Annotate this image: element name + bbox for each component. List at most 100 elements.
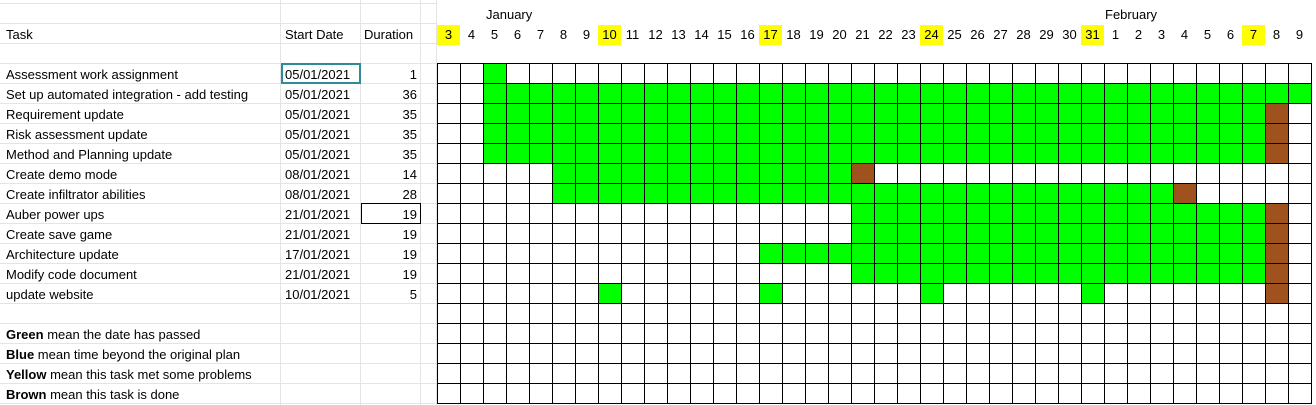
gantt-bar-green[interactable] bbox=[1082, 144, 1104, 163]
gantt-cell[interactable] bbox=[575, 223, 599, 244]
gantt-cell[interactable] bbox=[437, 363, 461, 384]
gantt-cell[interactable] bbox=[575, 343, 599, 364]
gantt-bar-green[interactable] bbox=[1128, 244, 1150, 263]
gantt-cell[interactable] bbox=[759, 363, 783, 384]
gantt-cell[interactable] bbox=[1265, 163, 1289, 184]
gantt-bar-green[interactable] bbox=[852, 84, 874, 103]
gantt-cell[interactable] bbox=[529, 363, 553, 384]
gantt-bar-green[interactable] bbox=[1174, 144, 1196, 163]
gantt-cell[interactable] bbox=[989, 163, 1013, 184]
gantt-bar-green[interactable] bbox=[576, 124, 598, 143]
gantt-bar-green[interactable] bbox=[576, 184, 598, 203]
day-header[interactable]: 19 bbox=[809, 27, 824, 42]
gantt-bar-green[interactable] bbox=[760, 164, 782, 183]
gantt-bar-green[interactable] bbox=[967, 204, 989, 223]
gantt-cell[interactable] bbox=[598, 63, 622, 84]
gantt-cell[interactable] bbox=[437, 163, 461, 184]
gantt-cell[interactable] bbox=[1058, 343, 1082, 364]
gantt-cell[interactable] bbox=[644, 203, 668, 224]
gantt-cell[interactable] bbox=[529, 343, 553, 364]
gantt-cell[interactable] bbox=[713, 383, 737, 404]
gantt-bar-green[interactable] bbox=[1197, 264, 1219, 283]
gantt-cell[interactable] bbox=[1173, 383, 1197, 404]
gantt-cell[interactable] bbox=[529, 63, 553, 84]
gantt-bar-green[interactable] bbox=[967, 244, 989, 263]
gantt-cell[interactable] bbox=[736, 203, 760, 224]
gantt-cell[interactable] bbox=[943, 383, 967, 404]
gantt-cell[interactable] bbox=[529, 383, 553, 404]
task-start-date[interactable]: 05/01/2021 bbox=[285, 87, 351, 102]
gantt-cell[interactable] bbox=[1219, 343, 1243, 364]
gantt-cell[interactable] bbox=[805, 263, 829, 284]
day-header[interactable]: 2 bbox=[1134, 27, 1143, 42]
gantt-cell[interactable] bbox=[690, 263, 714, 284]
gantt-bar-green[interactable] bbox=[714, 164, 736, 183]
gantt-cell[interactable] bbox=[1058, 303, 1082, 324]
day-header[interactable]: 14 bbox=[694, 27, 709, 42]
gantt-bar-green[interactable] bbox=[553, 184, 575, 203]
gantt-bar-green[interactable] bbox=[829, 164, 851, 183]
gantt-bar-green[interactable] bbox=[1059, 104, 1081, 123]
gantt-bar-green[interactable] bbox=[1013, 204, 1035, 223]
gantt-cell[interactable] bbox=[736, 343, 760, 364]
gantt-cell[interactable] bbox=[1242, 343, 1266, 364]
gantt-cell[interactable] bbox=[1058, 163, 1082, 184]
gantt-bar-green[interactable] bbox=[1151, 124, 1173, 143]
gantt-cell[interactable] bbox=[575, 323, 599, 344]
gantt-bar-green[interactable] bbox=[783, 84, 805, 103]
gantt-bar-green[interactable] bbox=[852, 124, 874, 143]
gantt-bar-green[interactable] bbox=[760, 84, 782, 103]
gantt-bar-green[interactable] bbox=[806, 244, 828, 263]
gantt-bar-green[interactable] bbox=[1105, 144, 1127, 163]
gantt-cell[interactable] bbox=[1196, 343, 1220, 364]
gantt-bar-green[interactable] bbox=[1105, 184, 1127, 203]
day-header[interactable]: 22 bbox=[878, 27, 893, 42]
gantt-cell[interactable] bbox=[782, 63, 806, 84]
gantt-bar-green[interactable] bbox=[599, 124, 621, 143]
gantt-bar-green[interactable] bbox=[645, 184, 667, 203]
gantt-bar-green[interactable] bbox=[1105, 264, 1127, 283]
gantt-bar-green[interactable] bbox=[944, 184, 966, 203]
task-name[interactable]: Auber power ups bbox=[6, 207, 105, 222]
gantt-cell[interactable] bbox=[460, 103, 484, 124]
gantt-cell[interactable] bbox=[1196, 183, 1220, 204]
gantt-bar-green[interactable] bbox=[484, 64, 506, 83]
gantt-bar-brown[interactable] bbox=[1266, 104, 1288, 123]
gantt-bar-green[interactable] bbox=[1128, 184, 1150, 203]
gantt-bar-green[interactable] bbox=[484, 144, 506, 163]
gantt-cell[interactable] bbox=[966, 363, 990, 384]
gantt-cell[interactable] bbox=[713, 303, 737, 324]
gantt-bar-green[interactable] bbox=[691, 124, 713, 143]
gantt-cell[interactable] bbox=[1242, 383, 1266, 404]
gantt-bar-green[interactable] bbox=[668, 184, 690, 203]
gantt-bar-green[interactable] bbox=[921, 284, 943, 303]
gantt-cell[interactable] bbox=[1127, 363, 1151, 384]
gantt-bar-green[interactable] bbox=[484, 84, 506, 103]
gantt-cell[interactable] bbox=[667, 303, 691, 324]
gantt-cell[interactable] bbox=[690, 343, 714, 364]
gantt-cell[interactable] bbox=[552, 383, 576, 404]
gantt-cell[interactable] bbox=[690, 63, 714, 84]
gantt-bar-green[interactable] bbox=[1128, 104, 1150, 123]
gantt-bar-green[interactable] bbox=[875, 144, 897, 163]
gantt-cell[interactable] bbox=[690, 243, 714, 264]
task-duration[interactable]: 35 bbox=[402, 107, 417, 122]
gantt-bar-brown[interactable] bbox=[1266, 144, 1288, 163]
gantt-cell[interactable] bbox=[667, 263, 691, 284]
gantt-cell[interactable] bbox=[437, 383, 461, 404]
gantt-bar-green[interactable] bbox=[1082, 104, 1104, 123]
gantt-bar-green[interactable] bbox=[484, 104, 506, 123]
gantt-bar-green[interactable] bbox=[1174, 224, 1196, 243]
gantt-bar-green[interactable] bbox=[1082, 84, 1104, 103]
gantt-cell[interactable] bbox=[943, 343, 967, 364]
gantt-cell[interactable] bbox=[874, 363, 898, 384]
gantt-cell[interactable] bbox=[1150, 283, 1174, 304]
gantt-bar-green[interactable] bbox=[1036, 184, 1058, 203]
gantt-cell[interactable] bbox=[989, 363, 1013, 384]
gantt-cell[interactable] bbox=[828, 283, 852, 304]
gantt-bar-green[interactable] bbox=[737, 184, 759, 203]
gantt-cell[interactable] bbox=[759, 323, 783, 344]
gantt-cell[interactable] bbox=[1081, 343, 1105, 364]
gantt-bar-green[interactable] bbox=[944, 124, 966, 143]
gantt-cell[interactable] bbox=[920, 343, 944, 364]
